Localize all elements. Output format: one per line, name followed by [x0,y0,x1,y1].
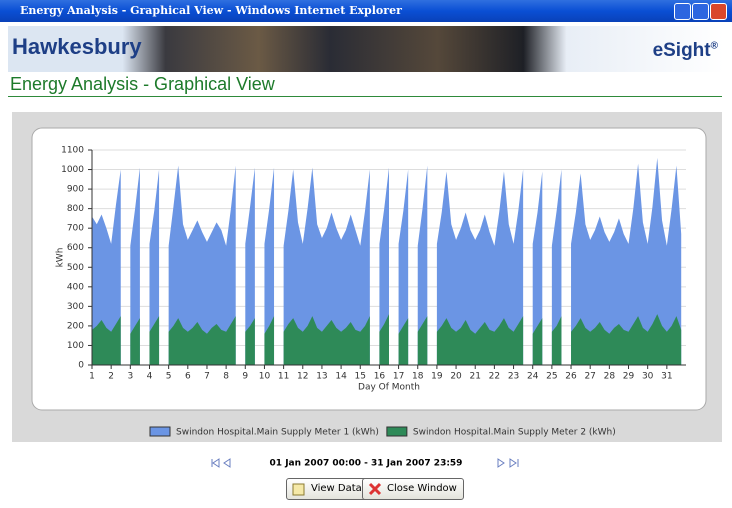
y-axis-label: kWh [56,248,66,268]
x-tick-label: 13 [316,372,327,382]
x-tick-label: 28 [604,372,616,382]
x-tick-label: 10 [259,372,271,382]
x-tick-label: 19 [431,372,443,382]
x-tick-label: 9 [242,372,248,382]
legend-swatch [387,427,407,436]
y-tick-label: 200 [67,321,84,331]
y-tick-label: 400 [67,282,84,292]
x-tick-label: 4 [147,372,153,382]
button-label: View Data [311,483,362,494]
x-tick-label: 31 [661,372,672,382]
x-tick-label: 1 [89,372,95,382]
x-tick-label: 2 [108,372,114,382]
x-tick-label: 30 [642,372,654,382]
page: Energy Analysis - Graphical View - Windo… [0,0,732,508]
x-tick-label: 25 [546,372,557,382]
x-tick-label: 23 [508,372,519,382]
x-tick-label: 6 [185,372,191,382]
y-tick-label: 0 [78,361,84,371]
view-data-button[interactable]: View Data [286,478,369,500]
x-tick-label: 15 [355,372,366,382]
x-tick-label: 26 [565,372,577,382]
x-tick-label: 17 [393,372,404,382]
x-tick-label: 12 [297,372,308,382]
y-tick-label: 1100 [61,146,84,156]
chart: 0100200300400500600700800900100011001234… [0,0,732,508]
navigation: 01 Jan 2007 00:00 - 31 Jan 2007 23:59 [0,458,732,469]
x-tick-label: 27 [584,372,595,382]
x-tick-label: 7 [204,372,210,382]
y-tick-label: 900 [67,185,84,195]
x-tick-label: 21 [469,372,480,382]
x-tick-label: 5 [166,372,172,382]
legend-label: Swindon Hospital.Main Supply Meter 1 (kW… [176,428,379,438]
date-range: 01 Jan 2007 00:00 - 31 Jan 2007 23:59 [270,459,463,469]
x-tick-label: 24 [527,372,539,382]
next-last-arrows[interactable] [496,458,522,468]
legend-label: Swindon Hospital.Main Supply Meter 2 (kW… [413,428,616,438]
x-tick-label: 11 [278,372,289,382]
y-tick-label: 1000 [61,165,84,175]
x-tick-label: 3 [127,372,133,382]
x-tick-label: 29 [623,372,635,382]
close-window-button[interactable]: Close Window [362,478,464,500]
x-axis-label: Day Of Month [358,383,420,393]
x-tick-label: 18 [412,372,424,382]
y-tick-label: 700 [67,224,84,234]
x-tick-label: 14 [335,372,347,382]
x-tick-label: 8 [223,372,229,382]
x-tick-label: 20 [450,372,462,382]
first-prev-arrows[interactable] [210,458,236,468]
x-tick-label: 22 [489,372,500,382]
y-tick-label: 600 [67,243,84,253]
legend-swatch [150,427,170,436]
button-label: Close Window [387,483,457,494]
x-tick-label: 16 [374,372,386,382]
y-tick-label: 800 [67,204,84,214]
y-tick-label: 300 [67,302,84,312]
y-tick-label: 100 [67,341,84,351]
y-tick-label: 500 [67,263,84,273]
